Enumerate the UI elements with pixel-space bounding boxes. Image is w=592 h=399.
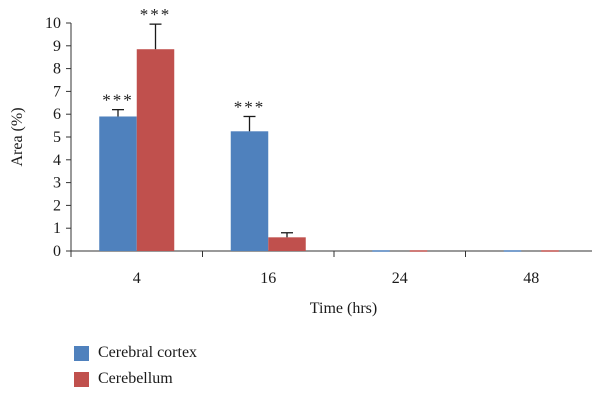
bar-cerebral-cortex-16	[230, 131, 269, 251]
x-tick-label: 24	[392, 270, 408, 287]
legend: Cerebral cortex Cerebellum	[74, 340, 197, 392]
y-axis-title: Area (%)	[9, 107, 26, 166]
legend-swatch-cerebellum	[74, 371, 89, 387]
bar-cerebral-cortex-4	[99, 116, 137, 251]
legend-swatch-cerebral-cortex	[74, 345, 89, 361]
y-tick-label: 9	[53, 38, 61, 55]
y-tick-label: 8	[53, 61, 61, 78]
legend-label-cerebral-cortex: Cerebral cortex	[98, 344, 198, 361]
x-axis-title: Time (hrs)	[310, 300, 377, 317]
legend-item-cerebellum: Cerebellum	[74, 366, 197, 392]
significance-label: ***	[140, 5, 172, 24]
bar-cerebellum-4	[136, 49, 175, 251]
significance-label: ***	[102, 91, 134, 110]
y-tick-label: 5	[53, 129, 61, 146]
significance-label: ***	[234, 97, 266, 116]
bar-cerebellum-16	[268, 237, 306, 251]
x-tick-label: 4	[133, 270, 141, 287]
x-tick-label: 16	[260, 270, 276, 287]
y-tick-label: 7	[53, 83, 61, 100]
y-tick-label: 6	[53, 106, 61, 123]
y-tick-label: 10	[45, 15, 61, 32]
x-tick-label: 48	[523, 270, 539, 287]
y-tick-label: 4	[53, 152, 61, 169]
y-tick-label: 3	[53, 175, 61, 192]
y-tick-label: 1	[53, 220, 61, 237]
legend-item-cerebral-cortex: Cerebral cortex	[74, 340, 197, 366]
legend-label-cerebellum: Cerebellum	[98, 370, 173, 387]
y-tick-label: 2	[53, 197, 61, 214]
y-tick-label: 0	[53, 243, 61, 260]
